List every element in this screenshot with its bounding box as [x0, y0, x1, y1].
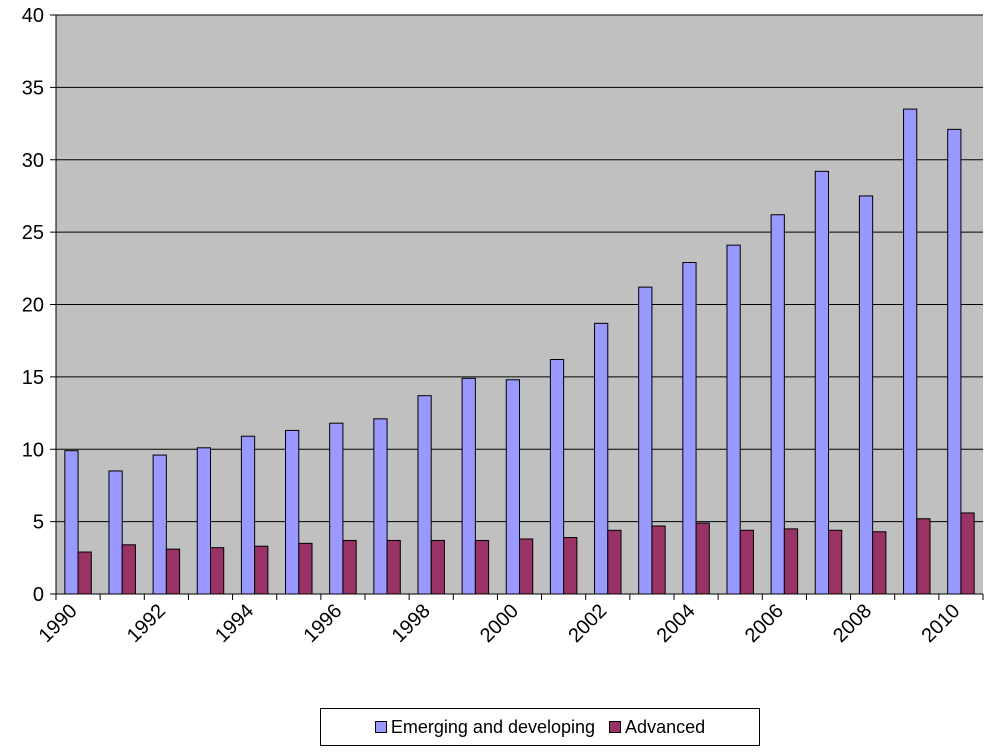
- bar-emerging: [814, 170, 829, 595]
- bar-emerging: [108, 470, 123, 595]
- bar-advanced: [916, 518, 931, 595]
- x-tick-label: 1992: [123, 600, 170, 647]
- y-tick-label: 25: [22, 222, 44, 244]
- bar-emerging: [329, 422, 344, 595]
- bar-emerging: [903, 108, 918, 595]
- legend-item-emerging: Emerging and developing: [374, 716, 596, 738]
- bar-emerging: [682, 262, 697, 595]
- x-tick-label: 2010: [917, 600, 964, 647]
- bar-advanced: [474, 539, 490, 595]
- bar-emerging: [858, 195, 874, 595]
- bar-advanced: [828, 529, 843, 595]
- bar-advanced: [519, 538, 534, 595]
- bar-advanced: [210, 547, 225, 595]
- bar-emerging: [64, 450, 79, 595]
- x-tick-label: 2004: [653, 600, 700, 647]
- y-tick-label: 15: [22, 367, 44, 389]
- legend-swatch-emerging: [374, 721, 387, 733]
- bar-advanced: [121, 544, 136, 595]
- bar-emerging: [505, 379, 520, 595]
- y-tick-label: 30: [22, 150, 44, 172]
- y-tick-label: 20: [22, 295, 44, 317]
- y-tick-label: 35: [22, 77, 44, 99]
- bar-advanced: [695, 522, 710, 595]
- bar-emerging: [594, 322, 609, 595]
- x-tick-label: 2000: [476, 600, 523, 647]
- bar-advanced: [386, 539, 401, 595]
- y-tick-label: 0: [33, 584, 44, 606]
- bar-emerging: [285, 429, 300, 595]
- x-tick-label: 1998: [388, 600, 435, 647]
- bar-emerging: [152, 454, 167, 595]
- bar-emerging: [417, 395, 432, 595]
- bar-emerging: [196, 447, 211, 595]
- bar-advanced: [783, 528, 799, 595]
- y-tick-label: 5: [33, 512, 44, 534]
- bar-advanced: [77, 551, 92, 595]
- bar-emerging: [549, 359, 565, 595]
- legend-label-advanced: Advanced: [625, 716, 706, 737]
- bar-advanced: [254, 545, 269, 595]
- bar-advanced: [563, 537, 578, 595]
- legend-label-emerging: Emerging and developing: [390, 716, 596, 737]
- bar-emerging: [240, 435, 256, 595]
- bar-emerging: [638, 286, 653, 595]
- bar-emerging: [947, 128, 962, 595]
- bar-emerging: [373, 418, 388, 595]
- bar-advanced: [651, 525, 666, 595]
- x-tick-label: 1990: [35, 600, 82, 647]
- y-tick-label: 10: [22, 439, 44, 461]
- bar-advanced: [342, 539, 357, 595]
- bar-advanced: [960, 512, 975, 595]
- legend: Emerging and developing Advanced: [320, 708, 760, 746]
- bar-advanced: [607, 529, 622, 595]
- x-tick-label: 2002: [564, 600, 611, 647]
- bar-advanced: [739, 529, 754, 595]
- bar-emerging: [770, 214, 785, 595]
- bar-advanced: [298, 542, 313, 595]
- x-tick-label: 1996: [299, 600, 346, 647]
- bar-advanced: [430, 539, 445, 595]
- x-tick-label: 2008: [829, 600, 876, 647]
- bar-emerging: [726, 244, 741, 595]
- x-tick-label: 2006: [741, 600, 788, 647]
- bar-advanced: [165, 548, 181, 595]
- legend-item-advanced: Advanced: [609, 717, 705, 738]
- x-tick-label: 1994: [211, 600, 258, 647]
- bar-advanced: [872, 531, 887, 595]
- y-tick-label: 40: [22, 5, 44, 27]
- bar-emerging: [461, 377, 476, 595]
- legend-swatch-advanced: [609, 721, 622, 733]
